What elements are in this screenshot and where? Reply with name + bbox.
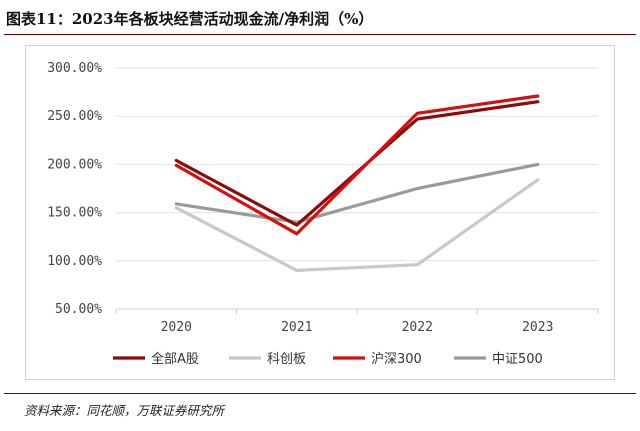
source-rule <box>4 393 636 394</box>
source-note: 资料来源：同花顺，万联证券研究所 <box>24 403 225 418</box>
series-line <box>174 162 540 224</box>
y-tick-label: 150.00% <box>47 206 102 221</box>
y-tick-label: 50.00% <box>55 302 102 317</box>
legend-label: 全部A股 <box>151 351 199 367</box>
y-tick-label: 300.00% <box>47 61 102 76</box>
legend-label: 科创板 <box>267 352 306 367</box>
figure-title: 图表11：2023年各板块经营活动现金流/净利润（%） <box>6 10 374 28</box>
y-axis-ticks: 50.00% 100.00% 150.00% 200.00% 250.00% 300.00… <box>47 61 102 317</box>
legend-label: 中证500 <box>492 352 543 367</box>
legend: 全部A股 科创板 沪深300 中证500 <box>113 351 543 367</box>
x-axis-ticks: 2020 2021 2022 2023 <box>115 309 599 335</box>
y-tick-label: 250.00% <box>47 109 102 124</box>
chart-frame: 50.00% 100.00% 150.00% 200.00% 250.00% 300.00… <box>25 45 615 380</box>
gridlines <box>116 67 598 310</box>
series-line <box>174 178 540 272</box>
series-lines <box>174 94 540 272</box>
line-chart: 50.00% 100.00% 150.00% 200.00% 250.00% 300.00… <box>47 61 599 367</box>
x-tick-label: 2023 <box>522 320 553 335</box>
y-tick-label: 200.00% <box>47 157 102 172</box>
legend-label: 沪深300 <box>371 351 422 367</box>
x-tick-label: 2022 <box>402 320 433 335</box>
title-rule <box>4 34 636 35</box>
y-tick-label: 100.00% <box>47 254 102 269</box>
series-line <box>174 94 540 236</box>
x-tick-label: 2020 <box>161 320 192 335</box>
x-tick-label: 2021 <box>281 320 312 335</box>
